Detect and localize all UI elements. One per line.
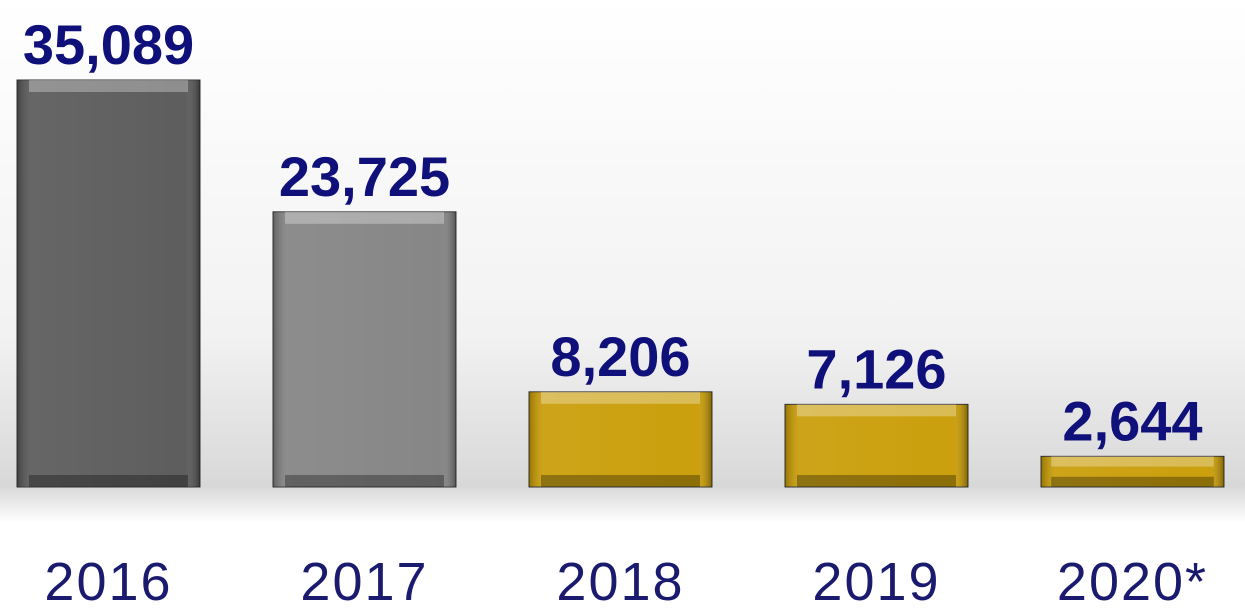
- value-label: 23,725: [279, 145, 450, 208]
- bar-bottom-shade: [797, 475, 956, 487]
- bar-bevel: [785, 404, 968, 487]
- bar-bevel: [1041, 456, 1224, 487]
- x-tick-label: 2016: [44, 552, 172, 608]
- bar-bevel: [529, 391, 712, 487]
- bar-top-highlight: [1051, 456, 1214, 467]
- bar-bottom-shade: [29, 475, 188, 487]
- x-tick-label: 2017: [300, 552, 428, 608]
- bar-top-highlight: [541, 391, 700, 404]
- value-label: 7,126: [806, 337, 946, 400]
- bar-bevel: [273, 211, 456, 488]
- bar-top-highlight: [285, 211, 444, 224]
- x-tick-label: 2018: [556, 552, 684, 608]
- value-label: 2,644: [1062, 389, 1202, 452]
- value-label: 8,206: [550, 325, 690, 388]
- bar-bottom-shade: [541, 475, 700, 487]
- bar-top-highlight: [29, 80, 188, 92]
- x-tick-label: 2020*: [1057, 552, 1208, 608]
- bar-bottom-shade: [1051, 476, 1214, 487]
- bar-bottom-shade: [285, 475, 444, 487]
- bar-bevel: [17, 80, 200, 487]
- x-tick-label: 2019: [812, 552, 940, 608]
- value-label: 35,089: [23, 13, 194, 76]
- bar-top-highlight: [797, 404, 956, 417]
